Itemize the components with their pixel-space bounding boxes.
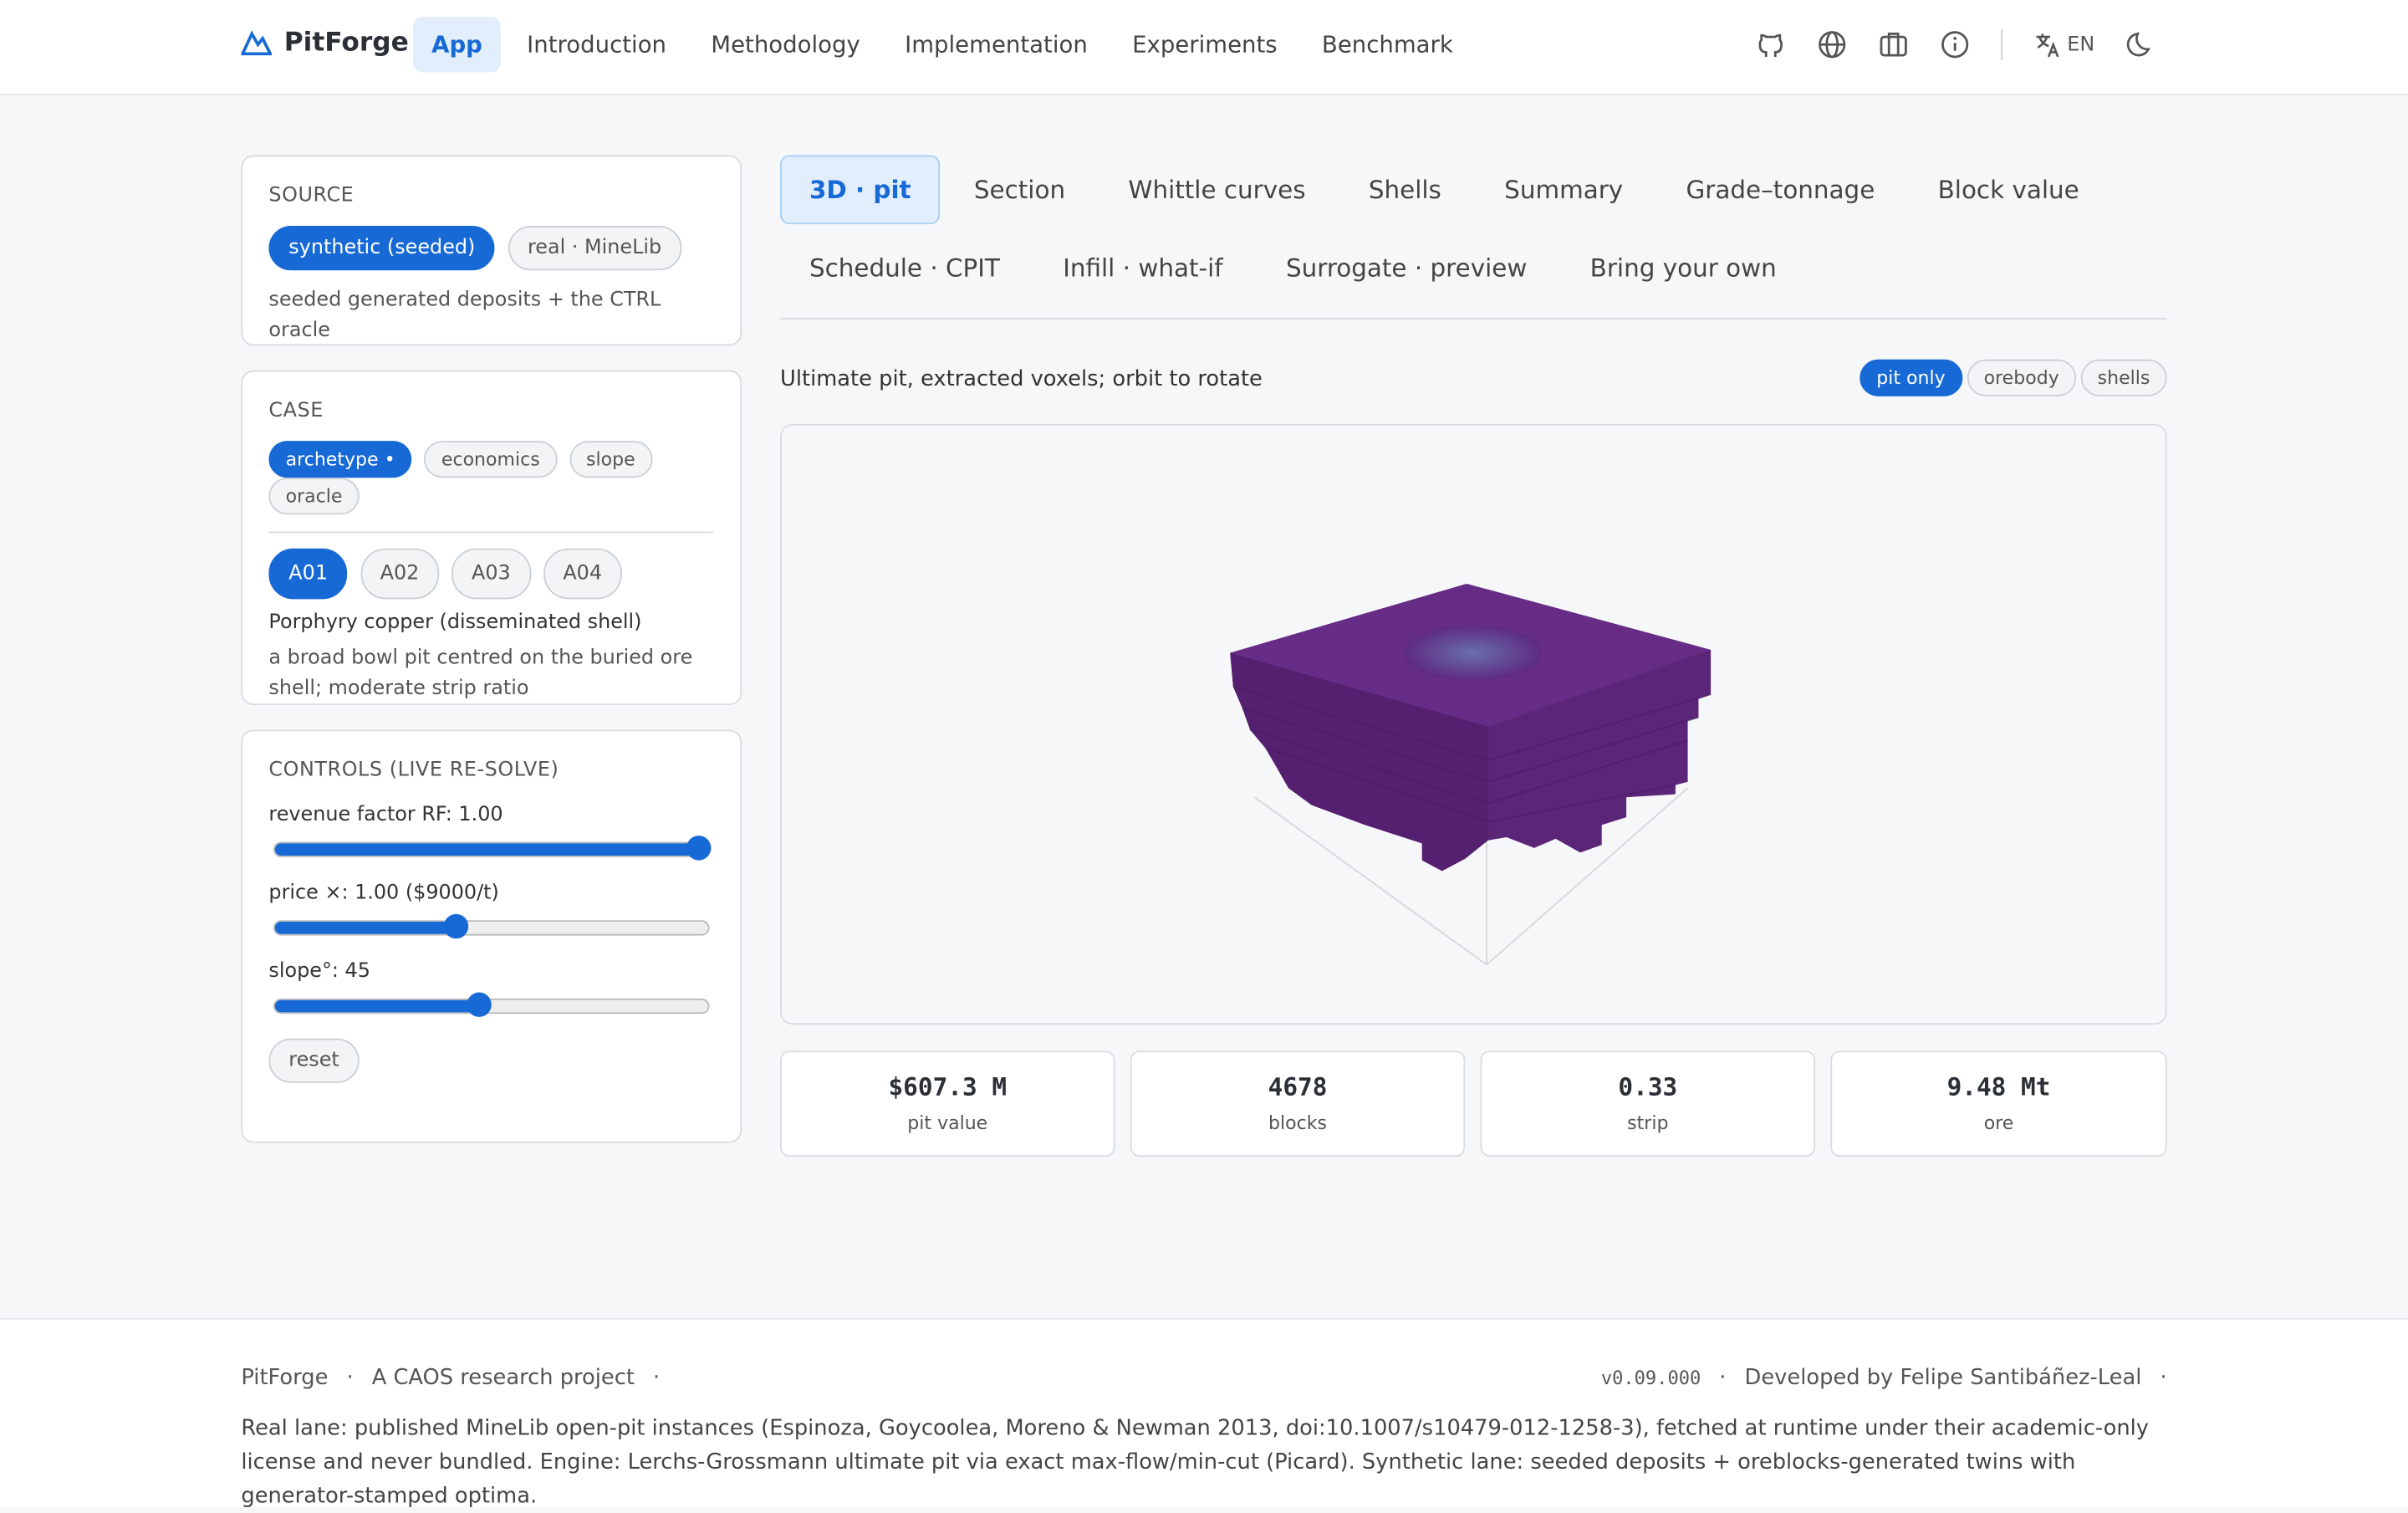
lang-switch[interactable]: EN: [2033, 31, 2094, 59]
footer-left: PitForge · A CAOS research project ·: [241, 1365, 661, 1391]
pit-viewer[interactable]: [780, 423, 2167, 1025]
slider-label: slope°: 45: [268, 959, 370, 984]
footer-project: A CAOS research project: [371, 1365, 635, 1391]
version: v0.09.000: [1600, 1367, 1701, 1389]
view-tab[interactable]: Schedule · CPIT: [809, 253, 1000, 283]
divider: [2001, 28, 2003, 60]
case-tab[interactable]: oracle: [268, 478, 360, 515]
card-title: CASE: [268, 399, 324, 423]
controls-card: CONTROLS (LIVE RE-SOLVE) revenue factor …: [241, 729, 742, 1143]
nav-links: App Introduction Methodology Implementat…: [413, 17, 1472, 73]
case-list: A01 A02 A03 A04: [268, 548, 714, 600]
info-icon[interactable]: [1940, 29, 1971, 60]
view-mode[interactable]: shells: [2080, 359, 2167, 396]
stat-card: $607.3 M pit value: [780, 1050, 1115, 1158]
stat-card: 9.48 Mt ore: [1830, 1050, 2167, 1158]
case-option[interactable]: A03: [452, 548, 531, 600]
divider: [780, 318, 2167, 320]
card-title: SOURCE: [268, 184, 355, 207]
case-card: CASE archetype • economics slope oracle …: [241, 370, 742, 706]
source-option[interactable]: real · MineLib: [508, 226, 682, 271]
view-tab[interactable]: Shells: [1368, 175, 1441, 205]
card-title: CONTROLS (LIVE RE-SOLVE): [268, 759, 559, 782]
reset-button[interactable]: reset: [268, 1038, 360, 1083]
translate-icon: [2036, 33, 2059, 58]
stat-label: pit value: [907, 1112, 988, 1134]
stat-label: ore: [1983, 1112, 2014, 1134]
stat-label: strip: [1627, 1112, 1669, 1134]
pit-3d: [1230, 583, 1712, 966]
theme-icon[interactable]: [2125, 29, 2156, 60]
view-tab[interactable]: Whittle curves: [1128, 175, 1306, 205]
stat-value: $607.3 M: [888, 1072, 1008, 1102]
stat-label: blocks: [1268, 1112, 1328, 1134]
author: Developed by Felipe Santibáñez-Leal: [1744, 1365, 2142, 1391]
footer-text: Real lane: published MineLib open-pit in…: [241, 1416, 2149, 1509]
view-tab[interactable]: 3D · pit: [780, 155, 941, 225]
footer-brand: PitForge: [241, 1365, 329, 1391]
view-mode[interactable]: pit only: [1860, 359, 1962, 396]
case-icon[interactable]: [1878, 29, 1909, 60]
nav-link[interactable]: Implementation: [905, 30, 1088, 59]
slider[interactable]: [273, 836, 712, 861]
footer-right: v0.09.000 · Developed by Felipe Santibáñez…: [1600, 1365, 2167, 1391]
nav-link[interactable]: Introduction: [527, 30, 667, 59]
stat-card: 0.33 strip: [1480, 1050, 1816, 1158]
view-tab[interactable]: Surrogate · preview: [1285, 253, 1528, 283]
view-tab[interactable]: Summary: [1504, 175, 1624, 205]
nav-link[interactable]: Benchmark: [1321, 30, 1453, 59]
view-mode[interactable]: orebody: [1967, 359, 2076, 396]
case-tab[interactable]: economics: [424, 441, 557, 478]
view-caption: Ultimate pit, extracted voxels; orbit to…: [780, 366, 1263, 392]
case-tab[interactable]: slope: [569, 441, 652, 478]
globe-icon[interactable]: [1817, 29, 1848, 60]
view-tab[interactable]: Grade–tonnage: [1686, 175, 1875, 205]
nav-icons: EN: [1755, 28, 2156, 60]
view-tab[interactable]: Section: [973, 175, 1066, 205]
brand-name: PitForge: [283, 28, 409, 59]
navbar: PitForge App Introduction Methodology Im…: [0, 0, 2408, 95]
nav-link[interactable]: App: [413, 17, 501, 73]
view-tab[interactable]: Infill · what-if: [1063, 253, 1223, 283]
case-tab[interactable]: archetype •: [268, 441, 412, 478]
view-modes: pit only orebody shells: [1860, 359, 2167, 396]
view-tab[interactable]: Block value: [1937, 175, 2079, 205]
case-option[interactable]: A01: [268, 548, 348, 600]
stat-value: 4678: [1268, 1072, 1328, 1102]
case-name: Porphyry copper (disseminated shell): [268, 611, 642, 635]
case-description: a broad bowl pit centred on the buried o…: [268, 647, 693, 701]
source-card: SOURCE synthetic (seeded) real · MineLib…: [241, 155, 742, 346]
view-tabs: 3D · pit Section Whittle curves Shells S…: [780, 155, 2167, 303]
stat-card: 4678 blocks: [1130, 1050, 1466, 1158]
slider[interactable]: [273, 992, 710, 1017]
slider-label: revenue factor RF: 1.00: [268, 803, 503, 827]
brand[interactable]: PitForge: [241, 28, 409, 59]
lang: EN: [2067, 33, 2095, 57]
source-option[interactable]: synthetic (seeded): [268, 226, 496, 271]
stat-value: 9.48 Mt: [1946, 1072, 2051, 1102]
case-option[interactable]: A04: [543, 548, 622, 600]
github-icon[interactable]: [1755, 29, 1786, 60]
source-note: seeded generated deposits + the CTRL ora…: [268, 289, 661, 343]
slider[interactable]: [273, 913, 710, 939]
nav-link[interactable]: Methodology: [711, 30, 860, 59]
slider-label: price ×: 1.00 ($9000/t): [268, 882, 499, 905]
logo: [241, 30, 273, 56]
stat-value: 0.33: [1618, 1072, 1678, 1102]
case-option[interactable]: A02: [360, 548, 440, 600]
nav-link[interactable]: Experiments: [1132, 30, 1278, 59]
case-tabs: archetype • economics slope oracle: [268, 441, 715, 534]
view-tab[interactable]: Bring your own: [1589, 253, 1777, 283]
footer: PitForge · A CAOS research project · v0.09.…: [0, 1317, 2408, 1509]
